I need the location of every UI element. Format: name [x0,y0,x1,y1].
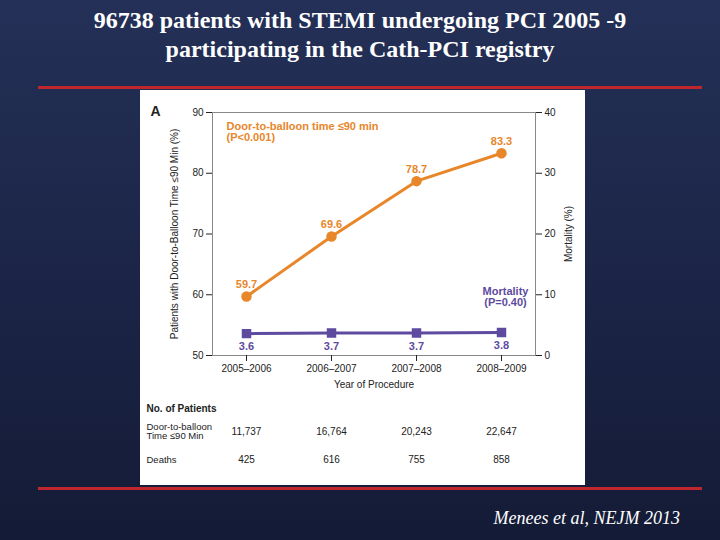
svg-text:3.7: 3.7 [324,340,339,352]
svg-text:No. of Patients: No. of Patients [147,403,217,414]
svg-text:69.6: 69.6 [321,218,342,230]
svg-text:30: 30 [545,167,557,178]
svg-text:50: 50 [192,350,204,361]
svg-text:2006–2007: 2006–2007 [306,363,356,374]
svg-text:78.7: 78.7 [406,163,427,175]
svg-text:11,737: 11,737 [232,426,262,437]
svg-text:22,647: 22,647 [486,426,517,437]
svg-text:20,243: 20,243 [401,426,432,437]
svg-text:90: 90 [192,107,204,118]
svg-text:2008–2009: 2008–2009 [476,363,526,374]
svg-text:Patients with Door-to-Balloon: Patients with Door-to-Balloon Time ≤90 M… [169,129,180,340]
svg-text:2005–2006: 2005–2006 [221,363,271,374]
svg-text:Door-to-balloonTime ≤90 Min: Door-to-balloonTime ≤90 Min [147,421,212,442]
svg-text:Year of Procedure: Year of Procedure [334,379,415,390]
svg-text:10: 10 [545,289,557,300]
svg-text:20: 20 [545,228,557,239]
svg-text:2007–2008: 2007–2008 [391,363,441,374]
svg-text:Mortality (%): Mortality (%) [563,206,574,262]
svg-text:70: 70 [192,228,204,239]
html-text:96738 patients with STEMI unde: 96738 patients with STEMI undergoing PCI… [93,7,627,62]
svg-text:83.3: 83.3 [491,135,512,147]
svg-text:0: 0 [545,350,551,361]
svg-text:3.6: 3.6 [239,340,254,352]
svg-text:616: 616 [323,454,340,465]
svg-text:Door-to-balloon time ≤90 min(P: Door-to-balloon time ≤90 min(P<0.001) [227,120,379,143]
svg-text:60: 60 [192,289,204,300]
svg-text:59.7: 59.7 [236,278,257,290]
svg-text:755: 755 [408,454,425,465]
svg-text:3.8: 3.8 [494,339,509,351]
svg-text:16,764: 16,764 [316,426,347,437]
svg-text:40: 40 [545,107,557,118]
svg-text:Mortality(P=0.40): Mortality(P=0.40) [483,285,530,308]
svg-text:A: A [151,103,161,119]
svg-text:858: 858 [493,454,510,465]
html-text:Menees et al, NEJM 2013: Menees et al, NEJM 2013 [493,508,680,528]
svg-text:425: 425 [238,454,255,465]
svg-text:3.7: 3.7 [409,340,424,352]
svg-text:Deaths: Deaths [147,454,177,465]
svg-text:80: 80 [192,167,204,178]
